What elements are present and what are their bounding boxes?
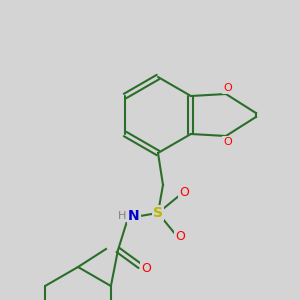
Text: O: O — [224, 137, 232, 147]
Text: S: S — [153, 206, 163, 220]
Text: O: O — [179, 187, 189, 200]
Text: N: N — [128, 209, 140, 223]
Text: H: H — [118, 211, 126, 221]
Text: O: O — [175, 230, 185, 244]
Text: O: O — [224, 83, 232, 93]
Text: O: O — [141, 262, 151, 275]
